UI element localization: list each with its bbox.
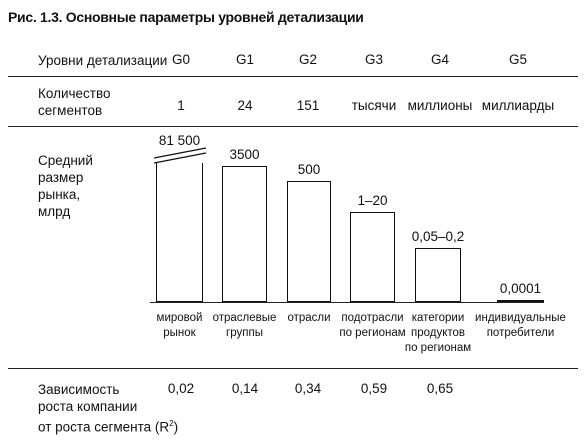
category-label: отрасли — [287, 311, 330, 326]
correlation-row-label: Зависимость роста компании от роста сегм… — [38, 381, 178, 436]
correlation-value: 0,34 — [294, 381, 322, 396]
category-label-line: категории — [411, 312, 465, 324]
bar — [350, 212, 395, 302]
category-label: мировой рынок — [157, 311, 203, 341]
bar — [415, 248, 461, 302]
segment-count: миллиарды — [481, 98, 555, 113]
level-header: G3 — [364, 52, 384, 67]
category-label-line: потребители — [486, 327, 555, 339]
segments-label-line-2: сегментов — [38, 103, 103, 118]
category-label-line: отрасли — [287, 312, 331, 324]
market-label-line-4: млрд — [38, 204, 71, 219]
chart-baseline — [150, 302, 544, 303]
segment-count: тысячи — [351, 98, 397, 113]
bar-value-label: 0,0001 — [499, 281, 542, 296]
market-row-label: Средний размер рынка, млрд — [38, 152, 93, 220]
segments-label-line-1: Количество — [38, 86, 111, 101]
bar-value-label: 81 500 — [158, 133, 201, 148]
category-label-line: продуктов — [410, 327, 466, 339]
category-label: категории продуктов по регионам — [405, 311, 471, 356]
category-label-line: рынок — [163, 327, 196, 339]
category-label-line: группы — [226, 327, 263, 339]
segment-count: миллионы — [407, 98, 473, 113]
level-header: G2 — [298, 52, 318, 67]
category-label-line: отраслевые — [212, 312, 277, 324]
levels-row-label: Уровни детализации — [38, 53, 168, 68]
correlation-label-line-3: от роста сегмента (R2) — [38, 415, 178, 436]
correlation-label-line-2: роста компании — [38, 399, 138, 414]
category-label: индивидуальные потребители — [475, 311, 566, 341]
bar-value-label: 500 — [297, 162, 321, 178]
bar-value-label: 0,05–0,2 — [411, 229, 465, 244]
bar — [497, 300, 544, 302]
correlation-value: 0,14 — [231, 381, 259, 396]
correlation-value: 0,59 — [360, 381, 388, 396]
figure-title: Рис. 1.3. Основные параметры уровней дет… — [8, 9, 364, 25]
market-label-line-3: рынка, — [38, 187, 81, 202]
segment-count: 24 — [237, 98, 253, 113]
market-label-line-2: размер — [38, 170, 84, 185]
divider-line — [8, 368, 578, 369]
bar-value-label: 1–20 — [357, 193, 388, 208]
level-header: G4 — [430, 52, 450, 67]
segment-count: 151 — [296, 98, 320, 113]
category-label-line: по регионам — [339, 327, 406, 339]
segment-count: 1 — [177, 98, 185, 113]
bar — [222, 166, 267, 302]
category-label: отраслевые группы — [213, 311, 277, 341]
category-label-line: по регионам — [404, 342, 472, 354]
category-label-line: подотрасли — [341, 312, 404, 324]
category-label-line: индивидуальные — [475, 312, 566, 324]
correlation-value: 0,02 — [167, 381, 195, 396]
divider-line — [8, 76, 578, 77]
correlation-label-line-1: Зависимость — [38, 382, 120, 397]
segments-row-label: Количество сегментов — [38, 85, 111, 119]
level-header: G1 — [235, 52, 255, 67]
bar — [287, 181, 331, 302]
level-header: G0 — [171, 52, 191, 67]
correlation-value: 0,65 — [426, 381, 454, 396]
level-header: G5 — [508, 52, 528, 67]
correlation-label-suffix: ) — [173, 419, 179, 435]
superscript: 2 — [169, 419, 174, 428]
bar — [156, 152, 203, 302]
category-label: подотрасли по регионам — [339, 311, 405, 341]
axis-break-mark — [148, 147, 214, 164]
market-label-line-1: Средний — [38, 153, 93, 168]
divider-line — [8, 126, 578, 127]
category-label-line: мировой — [156, 312, 203, 324]
bar-value-label: 3500 — [229, 147, 260, 163]
correlation-label-text: от роста сегмента (R — [38, 419, 170, 435]
